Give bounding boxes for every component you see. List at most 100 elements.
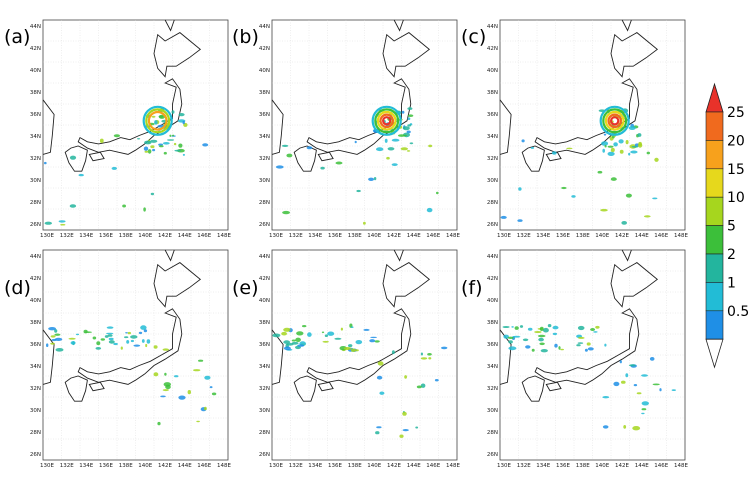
coastline-kyushu xyxy=(64,375,88,402)
precip-patch xyxy=(646,151,650,155)
coastline-kyushu xyxy=(521,375,545,402)
colorbar-label: 1 xyxy=(727,275,736,291)
precip-patch xyxy=(522,338,529,342)
precip-patch xyxy=(602,148,605,153)
lon-tick-label: 146E xyxy=(426,463,440,469)
precip-patch xyxy=(150,192,155,196)
lon-tick-label: 132E xyxy=(60,463,74,469)
precip-patch xyxy=(100,338,106,341)
precip-patch xyxy=(537,334,546,338)
lat-tick-label: 34N xyxy=(487,364,498,370)
coastline-honshu xyxy=(306,308,412,385)
precip-patch xyxy=(641,401,649,406)
precip-patch xyxy=(126,340,130,344)
precip-patch xyxy=(55,348,64,352)
precip-patch xyxy=(391,138,400,142)
precip-patch xyxy=(137,138,141,140)
precip-patch xyxy=(182,120,185,125)
colorbar-bottom-arrow xyxy=(705,338,724,369)
precip-patch xyxy=(507,336,514,339)
typhoon-ring xyxy=(376,110,397,131)
typhoon-ring xyxy=(382,116,392,126)
lat-tick-label: 28N xyxy=(259,430,270,436)
precip-patch xyxy=(503,334,510,339)
precip-patch xyxy=(146,339,151,344)
panel-label: (b) xyxy=(232,26,259,48)
precip-patch xyxy=(538,337,544,342)
precip-patch xyxy=(281,144,289,147)
coastline-kyushu xyxy=(521,145,545,172)
lon-tick-label: 140E xyxy=(367,233,381,239)
lat-tick-label: 36N xyxy=(30,342,41,348)
lat-tick-label: 36N xyxy=(259,342,270,348)
lon-tick-label: 132E xyxy=(289,233,303,239)
precip-patch xyxy=(558,346,561,350)
map-panel-f: 130E 132E 134E 136E 138E 140E 142E 144E 146E 148E… xyxy=(487,249,689,469)
coastline-kyushu xyxy=(293,145,317,172)
precip-patch xyxy=(130,335,138,339)
typhoon-ring xyxy=(379,113,394,129)
precip-patch xyxy=(324,334,328,338)
precip-patch xyxy=(147,149,152,154)
precip-patch xyxy=(354,140,357,144)
precip-patch xyxy=(649,357,655,361)
coastline-shikoku xyxy=(545,381,562,392)
precip-patch xyxy=(584,348,588,352)
lat-tick-label: 42N xyxy=(487,46,498,52)
precip-patch xyxy=(610,177,617,181)
precip-patch xyxy=(406,150,411,152)
precip-patch xyxy=(122,204,126,208)
precip-patch xyxy=(178,113,185,117)
precip-patch xyxy=(613,381,620,387)
precip-patch xyxy=(95,347,102,350)
lon-tick-label: 144E xyxy=(635,233,649,239)
precip-patch xyxy=(54,333,61,336)
precip-patch xyxy=(48,327,56,331)
precip-patch xyxy=(322,340,329,343)
precip-patch xyxy=(363,328,370,331)
colorbar-segment xyxy=(705,310,724,340)
map-panel-d: 130E 132E 134E 136E 138E 140E 142E 144E 146E 148E… xyxy=(30,249,232,469)
lon-tick-label: 130E xyxy=(40,463,54,469)
precip-patch xyxy=(597,170,603,174)
precip-patch xyxy=(355,340,363,345)
coastline-honshu xyxy=(534,308,640,385)
precip-patch xyxy=(138,331,143,335)
lon-tick-label: 130E xyxy=(497,233,511,239)
lat-tick-label: 34N xyxy=(30,364,41,370)
precip-patch xyxy=(174,375,179,378)
lat-tick-label: 42N xyxy=(30,276,41,282)
precip-patch xyxy=(399,434,404,438)
precip-patch xyxy=(60,223,66,226)
precip-patch xyxy=(162,142,170,145)
precip-patch xyxy=(539,326,544,331)
precip-patch xyxy=(84,331,93,334)
precip-patch xyxy=(551,151,557,155)
precip-patch xyxy=(502,326,510,328)
precip-patch xyxy=(193,369,201,372)
precip-patch xyxy=(577,342,584,344)
precip-patch xyxy=(302,325,307,328)
precip-patch xyxy=(621,221,627,225)
precip-patch xyxy=(511,326,514,328)
precip-patch xyxy=(407,114,414,117)
lon-tick-label: 134E xyxy=(308,463,322,469)
panel-label: (d) xyxy=(4,277,31,299)
colorbar-label: 15 xyxy=(727,162,745,178)
lon-tick-label: 134E xyxy=(79,233,93,239)
precip-patch xyxy=(50,335,56,338)
precip-patch xyxy=(560,348,564,351)
precip-patch xyxy=(58,220,66,223)
lon-tick-label: 148E xyxy=(674,233,688,239)
precip-patch xyxy=(152,148,156,152)
lon-tick-label: 132E xyxy=(517,233,531,239)
precip-patch xyxy=(391,350,395,355)
precip-patch xyxy=(632,426,641,431)
coastline-hokkaido xyxy=(153,262,202,308)
precip-patch xyxy=(552,332,558,336)
precip-patch xyxy=(402,411,407,416)
lon-tick-label: 134E xyxy=(79,463,93,469)
precip-patch xyxy=(108,340,115,344)
precip-patch xyxy=(402,126,410,131)
lat-tick-label: 32N xyxy=(259,156,270,162)
